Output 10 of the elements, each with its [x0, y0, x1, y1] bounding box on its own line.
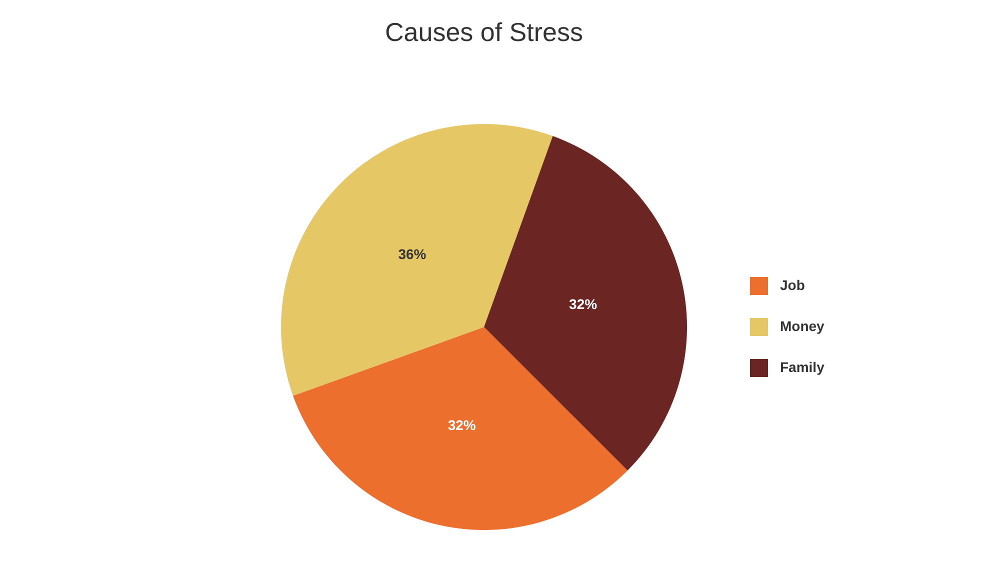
- legend-label: Money: [780, 318, 825, 334]
- legend-label: Job: [780, 277, 805, 293]
- data-label: 36%: [398, 246, 427, 262]
- data-label: 32%: [448, 417, 476, 434]
- pie-slice: [293, 327, 628, 530]
- legend-label: Family: [780, 359, 825, 375]
- chart-title: Causes of Stress: [385, 17, 583, 47]
- pie-slice: [281, 124, 553, 396]
- pie-slice: [484, 136, 687, 471]
- data-label: 32%: [569, 296, 598, 312]
